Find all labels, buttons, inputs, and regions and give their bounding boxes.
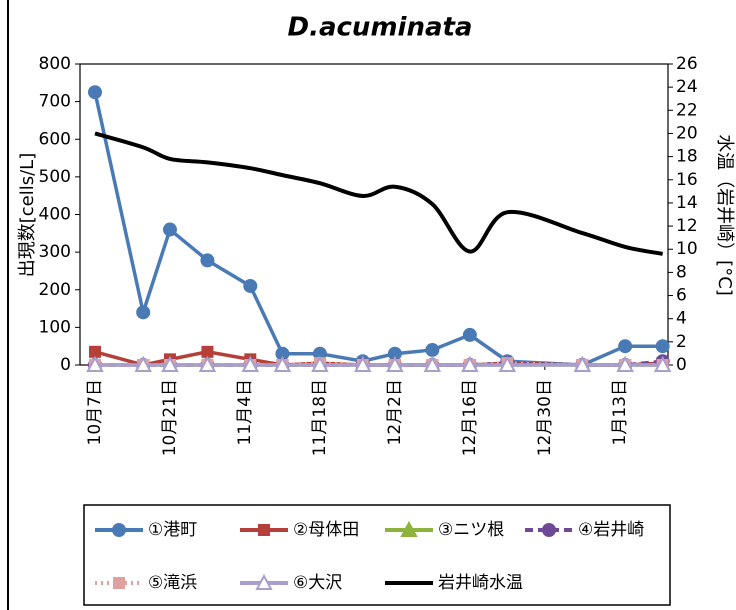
y-axis-label: 出現数[cells/L] xyxy=(17,153,38,278)
legend-label: ①港町 xyxy=(148,520,197,540)
y2-tick-label: 16 xyxy=(676,170,698,190)
x-tick-label: 12月2日 xyxy=(385,379,405,445)
data-point xyxy=(275,346,290,361)
data-point xyxy=(655,339,670,354)
y2-tick-label: 0 xyxy=(676,355,687,375)
legend-label: ④岩井崎 xyxy=(578,520,644,540)
y-tick-label: 700 xyxy=(39,92,71,112)
legend-label: ③ニツ根 xyxy=(438,520,504,540)
data-point xyxy=(461,355,479,372)
legend-label: ②母体田 xyxy=(293,520,359,540)
y2-tick-label: 8 xyxy=(676,262,687,282)
data-point xyxy=(425,342,440,357)
data-point xyxy=(616,355,634,372)
data-point xyxy=(201,345,214,358)
y-tick-label: 600 xyxy=(39,129,71,149)
data-point xyxy=(88,345,101,358)
data-point xyxy=(311,355,329,372)
y2-tick-label: 14 xyxy=(676,193,698,213)
y-tick-label: 100 xyxy=(39,317,71,337)
data-point xyxy=(273,355,292,372)
legend-label: 岩井崎水温 xyxy=(438,573,523,593)
data-point xyxy=(423,355,442,372)
y-tick-label: 0 xyxy=(60,355,71,375)
y2-tick-label: 26 xyxy=(676,54,698,74)
data-point xyxy=(462,327,477,342)
y2-tick-label: 24 xyxy=(676,77,698,97)
data-point xyxy=(136,305,151,320)
x-tick-label: 12月16日 xyxy=(460,379,480,456)
y2-tick-label: 2 xyxy=(676,332,687,352)
legend-marker xyxy=(255,573,273,590)
y2-tick-label: 22 xyxy=(676,100,698,120)
y2-tick-label: 10 xyxy=(676,239,698,259)
data-point xyxy=(200,253,215,268)
data-point xyxy=(134,355,152,372)
y2-tick-label: 18 xyxy=(676,147,698,167)
data-point xyxy=(498,355,517,372)
data-point xyxy=(86,355,104,372)
y2-tick-label: 4 xyxy=(676,309,687,329)
y2-tick-label: 12 xyxy=(676,216,698,236)
data-point xyxy=(653,355,672,372)
legend-marker xyxy=(542,523,556,537)
legend-marker xyxy=(400,520,418,537)
y2-axis-label: 水温（岩井崎）[°C] xyxy=(714,134,735,296)
x-tick-label: 12月30日 xyxy=(535,379,555,456)
legend-label: ⑤滝浜 xyxy=(148,573,197,593)
chart-title: D.acuminata xyxy=(288,13,473,43)
data-point xyxy=(573,355,591,372)
y-tick-label: 200 xyxy=(39,280,71,300)
data-point xyxy=(241,355,259,372)
legend-box xyxy=(83,504,671,606)
y-tick-label: 500 xyxy=(39,167,71,187)
legend-marker xyxy=(258,524,270,536)
y-tick-label: 400 xyxy=(39,205,71,225)
y-tick-label: 300 xyxy=(39,242,71,262)
y-tick-label: 800 xyxy=(39,54,71,74)
data-point xyxy=(354,355,372,372)
series-line xyxy=(94,131,664,256)
data-point xyxy=(386,355,404,372)
data-point xyxy=(162,222,177,237)
y2-tick-label: 6 xyxy=(676,286,687,306)
data-point xyxy=(618,339,633,354)
x-tick-label: 1月13日 xyxy=(610,379,630,445)
data-point xyxy=(243,278,258,293)
legend-marker xyxy=(112,523,126,537)
data-point xyxy=(198,355,217,372)
x-tick-label: 11月4日 xyxy=(235,379,255,445)
data-point xyxy=(161,355,179,372)
x-tick-label: 11月18日 xyxy=(310,379,330,456)
legend-marker xyxy=(113,577,125,589)
x-tick-label: 10月7日 xyxy=(85,379,105,445)
legend-label: ⑥大沢 xyxy=(293,573,342,593)
data-point xyxy=(87,85,102,100)
y2-tick-label: 20 xyxy=(676,123,698,143)
x-tick-label: 10月21日 xyxy=(160,379,180,456)
data-point xyxy=(387,346,402,361)
